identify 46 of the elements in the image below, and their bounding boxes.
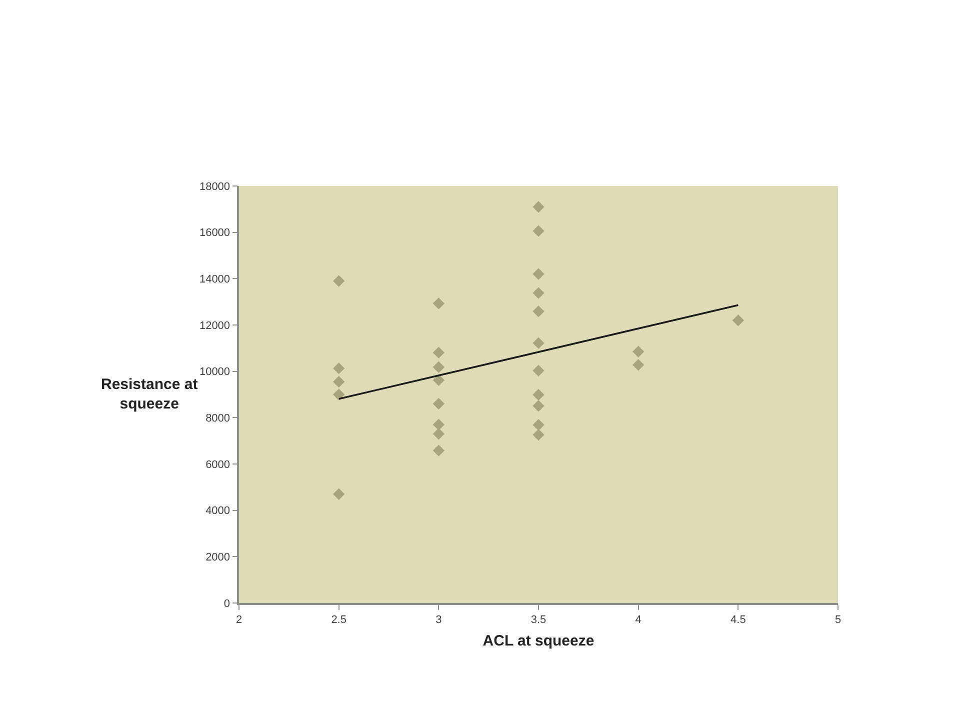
y-axis-title: Resistance at squeeze — [101, 376, 198, 412]
x-tick-label: 3 — [436, 614, 442, 626]
y-tick-label: 18000 — [199, 180, 230, 193]
point — [432, 374, 445, 386]
x-tick-label: 5 — [834, 614, 842, 626]
point — [332, 275, 345, 287]
point — [432, 428, 445, 440]
x-tick-label: 4.5 — [730, 614, 746, 626]
point — [432, 418, 445, 430]
y-tick-label: 8000 — [206, 412, 230, 425]
point — [532, 287, 544, 299]
point — [332, 362, 345, 374]
point — [532, 428, 544, 441]
y-tick-label: 16000 — [199, 227, 230, 240]
x-tick-label: 4 — [635, 614, 642, 626]
point — [332, 376, 345, 388]
point — [632, 359, 644, 371]
y-tick-label: 6000 — [206, 458, 230, 471]
point — [532, 337, 544, 349]
point — [532, 419, 544, 431]
point — [532, 201, 544, 213]
point — [432, 361, 445, 374]
x-tick-label: 3.5 — [530, 614, 546, 626]
point — [332, 488, 345, 500]
point — [532, 364, 544, 376]
point — [532, 388, 544, 401]
point — [632, 346, 644, 358]
x-axis-title: ACL at squeeze — [482, 632, 594, 650]
point — [532, 400, 544, 412]
point — [732, 314, 744, 326]
point — [432, 346, 445, 358]
point — [332, 388, 345, 400]
y-tick-label: 12000 — [199, 320, 230, 332]
point — [432, 444, 445, 456]
point — [432, 298, 445, 310]
point — [532, 225, 544, 237]
y-tick-label: 4000 — [206, 505, 230, 518]
y-tick-label: 14000 — [199, 274, 230, 286]
point — [532, 268, 544, 280]
x-tick-label: 2 — [236, 614, 242, 626]
x-tick-label: 2.5 — [331, 614, 346, 626]
y-tick-label: 0 — [224, 598, 230, 610]
point — [432, 398, 445, 410]
y-tick-label: 2000 — [206, 552, 230, 564]
y-tick-label: 10000 — [199, 366, 230, 378]
point — [532, 305, 544, 318]
